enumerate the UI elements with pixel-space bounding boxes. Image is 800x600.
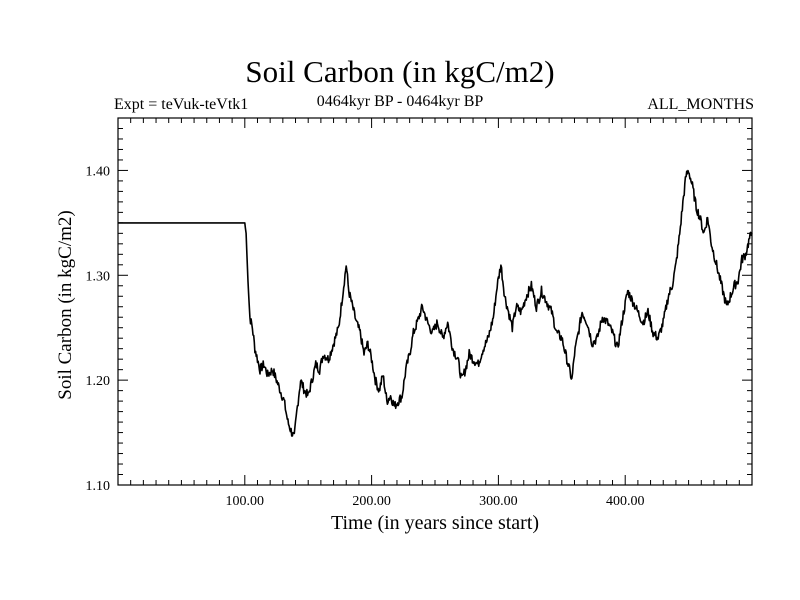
y-tick-label: 1.20 — [86, 374, 111, 389]
axis-tick-labels: 100.00 200.00 300.00 400.00 1.10 1.20 1.30 1.40 — [86, 164, 645, 509]
y-tick-label: 1.30 — [86, 269, 111, 284]
experiment-label: Expt = teVuk-teVtk1 — [114, 96, 249, 113]
axis-ticks — [118, 118, 752, 485]
y-tick-label: 1.40 — [86, 164, 111, 179]
chart-title: Soil Carbon (in kgC/m2) — [245, 54, 555, 89]
x-tick-label: 200.00 — [352, 494, 391, 509]
x-tick-label: 100.00 — [226, 494, 265, 509]
period-label: 0464kyr BP - 0464kyr BP — [316, 93, 484, 110]
x-tick-label: 400.00 — [606, 494, 645, 509]
x-tick-label: 300.00 — [479, 494, 518, 509]
plot-frame — [117, 117, 753, 486]
x-axis-label: Time (in years since start) — [330, 512, 540, 534]
soil-carbon-line — [118, 169, 753, 437]
months-label: ALL_MONTHS — [647, 96, 754, 113]
y-tick-label: 1.10 — [86, 479, 111, 494]
